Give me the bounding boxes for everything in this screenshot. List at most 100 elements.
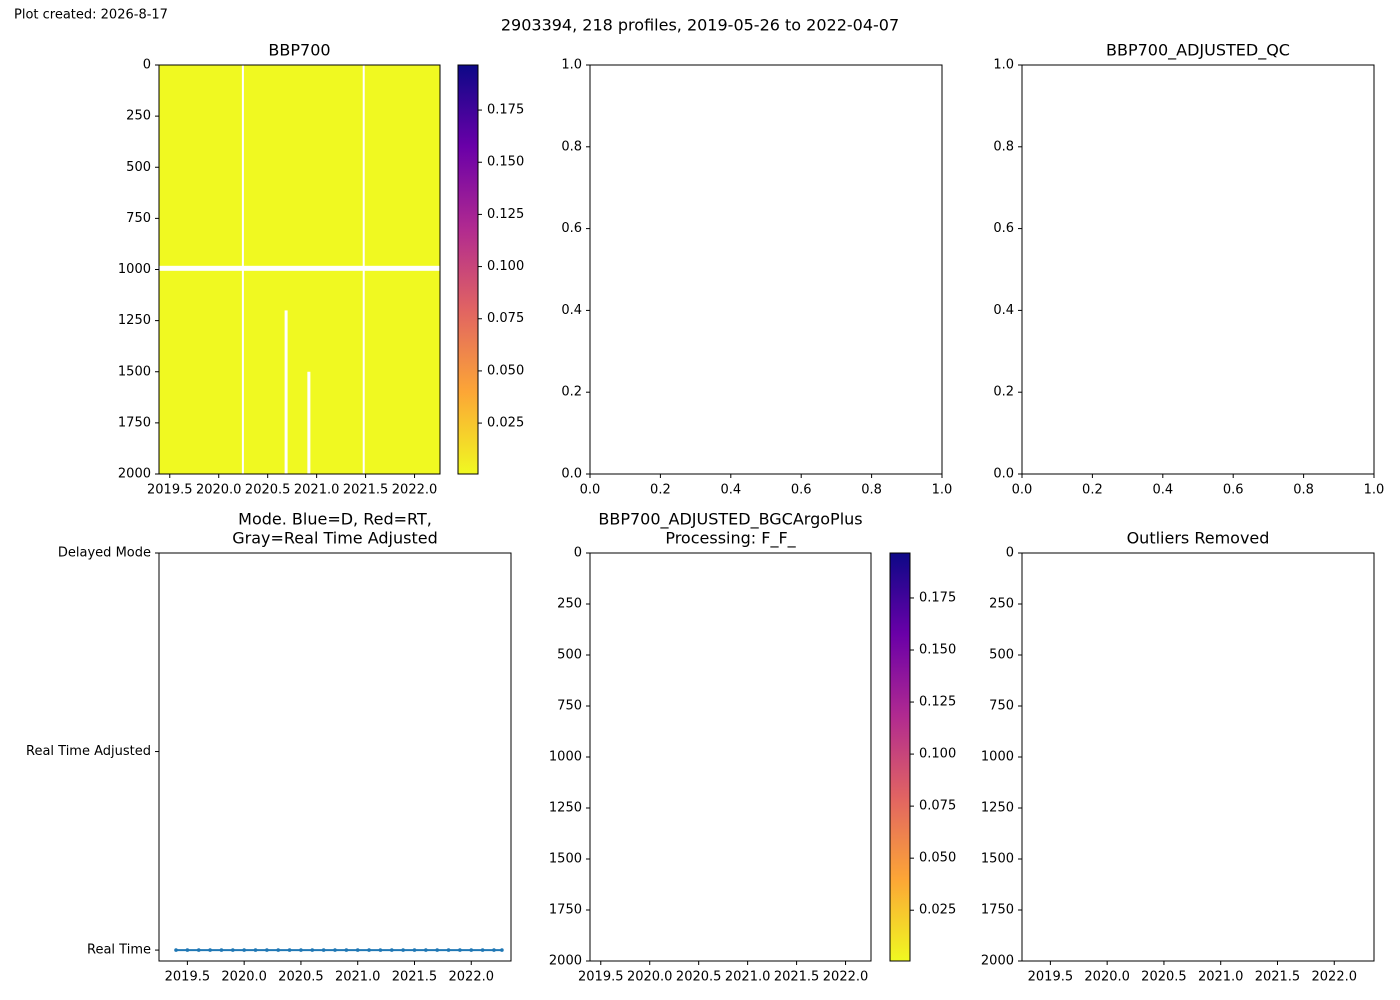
y-tick-label: 500 xyxy=(126,160,151,175)
y-tick-label: 0.2 xyxy=(561,385,582,400)
data-gap xyxy=(284,310,288,474)
y-tick-label: 1750 xyxy=(981,903,1014,918)
colorbar xyxy=(889,552,911,962)
y-tick-label: 1250 xyxy=(981,801,1014,816)
x-tick-label: 2020.0 xyxy=(627,970,673,985)
axes-title: BBP700 xyxy=(268,41,330,60)
x-tick-label: 0.0 xyxy=(580,483,601,498)
y-tick-label: 1500 xyxy=(981,852,1014,867)
colorbar-tick-label: 0.075 xyxy=(919,799,956,814)
y-tick-label: 2000 xyxy=(549,954,582,969)
x-tick-label: 2021.5 xyxy=(392,970,438,985)
y-tick-label: 1000 xyxy=(549,750,582,765)
x-tick-label: 0.4 xyxy=(720,483,741,498)
figure-title: 2903394, 218 profiles, 2019-05-26 to 202… xyxy=(501,16,899,35)
axes-frame xyxy=(158,552,512,962)
y-tick-label: Real Time xyxy=(87,943,151,958)
x-tick-label: 0.8 xyxy=(1293,483,1314,498)
y-tick-label: 1250 xyxy=(549,801,582,816)
y-tick-label: 500 xyxy=(989,648,1014,663)
colorbar-tick-label: 0.100 xyxy=(919,747,956,762)
x-tick-label: 2019.5 xyxy=(578,970,624,985)
x-tick-label: 2021.0 xyxy=(1198,970,1244,985)
y-tick-label: 250 xyxy=(989,597,1014,612)
y-tick-label: 0.2 xyxy=(993,385,1014,400)
axes-title: Gray=Real Time Adjusted xyxy=(232,529,438,548)
y-tick-label: 0.4 xyxy=(561,303,582,318)
y-tick-label: 0.8 xyxy=(561,139,582,154)
axes-frame xyxy=(589,64,943,475)
axes-title: Outliers Removed xyxy=(1127,529,1270,548)
y-tick-label: 0 xyxy=(1006,546,1014,561)
x-tick-label: 2022.0 xyxy=(392,483,438,498)
x-tick-label: 0.6 xyxy=(791,483,812,498)
y-tick-label: 750 xyxy=(989,699,1014,714)
y-tick-label: 0.8 xyxy=(993,139,1014,154)
y-tick-label: 2000 xyxy=(118,467,151,482)
x-tick-label: 2022.0 xyxy=(823,970,869,985)
y-tick-label: 0.0 xyxy=(993,467,1014,482)
y-tick-label: 1.0 xyxy=(561,58,582,73)
x-tick-label: 2019.5 xyxy=(165,970,211,985)
y-tick-label: 1750 xyxy=(549,903,582,918)
x-tick-label: 2021.5 xyxy=(343,483,389,498)
x-tick-label: 0.6 xyxy=(1223,483,1244,498)
colorbar-tick-label: 0.075 xyxy=(487,311,524,326)
colorbar-tick-label: 0.150 xyxy=(487,155,524,170)
y-tick-label: 1750 xyxy=(118,415,151,430)
x-tick-label: 2021.5 xyxy=(774,970,820,985)
y-tick-label: 2000 xyxy=(981,954,1014,969)
colorbar-tick-label: 0.050 xyxy=(919,851,956,866)
y-tick-label: 250 xyxy=(126,109,151,124)
x-tick-label: 2019.5 xyxy=(1028,970,1074,985)
y-tick-label: Delayed Mode xyxy=(58,546,151,561)
x-tick-label: 2020.5 xyxy=(676,970,722,985)
x-tick-label: 0.0 xyxy=(1012,483,1033,498)
y-tick-label: 1500 xyxy=(118,364,151,379)
x-tick-label: 0.2 xyxy=(650,483,671,498)
x-tick-label: 2021.0 xyxy=(335,970,381,985)
created-note: Plot created: 2026-8-17 xyxy=(14,8,168,23)
colorbar-tick-label: 0.175 xyxy=(919,590,956,605)
y-tick-label: 1.0 xyxy=(993,58,1014,73)
axes-title: BBP700_ADJUSTED_QC xyxy=(1106,41,1290,61)
colorbar xyxy=(457,64,479,475)
colorbar-tick-label: 0.025 xyxy=(919,903,956,918)
colorbar-tick-label: 0.100 xyxy=(487,259,524,274)
data-gap xyxy=(307,371,311,474)
x-tick-label: 1.0 xyxy=(1364,483,1385,498)
colorbar-tick-label: 0.050 xyxy=(487,363,524,378)
x-tick-label: 1.0 xyxy=(932,483,953,498)
y-tick-label: 0.6 xyxy=(561,221,582,236)
axes-title: BBP700_ADJUSTED_BGCArgoPlus xyxy=(598,510,862,530)
colorbar-tick-label: 0.025 xyxy=(487,416,524,431)
x-tick-label: 2020.5 xyxy=(1141,970,1187,985)
y-tick-label: 1000 xyxy=(118,262,151,277)
y-tick-label: 750 xyxy=(126,211,151,226)
x-tick-label: 0.8 xyxy=(861,483,882,498)
y-tick-label: 0.0 xyxy=(561,467,582,482)
x-tick-label: 2021.0 xyxy=(725,970,771,985)
colorbar-tick-label: 0.125 xyxy=(919,695,956,710)
x-tick-label: 2021.0 xyxy=(294,483,340,498)
axes-frame xyxy=(1021,64,1375,475)
y-tick-label: 250 xyxy=(557,597,582,612)
x-tick-label: 2020.5 xyxy=(245,483,291,498)
data-gap xyxy=(362,65,365,474)
x-tick-label: 2020.0 xyxy=(221,970,267,985)
x-tick-label: 2021.5 xyxy=(1255,970,1301,985)
colorbar-tick-label: 0.175 xyxy=(487,103,524,118)
x-tick-label: 2019.5 xyxy=(147,483,193,498)
data-gap xyxy=(241,65,244,474)
axes-frame xyxy=(1021,552,1375,962)
y-tick-label: Real Time Adjusted xyxy=(26,744,151,759)
y-tick-label: 0.4 xyxy=(993,303,1014,318)
data-gap xyxy=(159,265,440,271)
colorbar-tick-label: 0.150 xyxy=(919,643,956,658)
y-tick-label: 0 xyxy=(574,546,582,561)
y-tick-label: 1500 xyxy=(549,852,582,867)
y-tick-label: 1250 xyxy=(118,313,151,328)
axes-frame xyxy=(589,552,872,962)
axes-title: Processing: F_F_ xyxy=(665,529,796,549)
